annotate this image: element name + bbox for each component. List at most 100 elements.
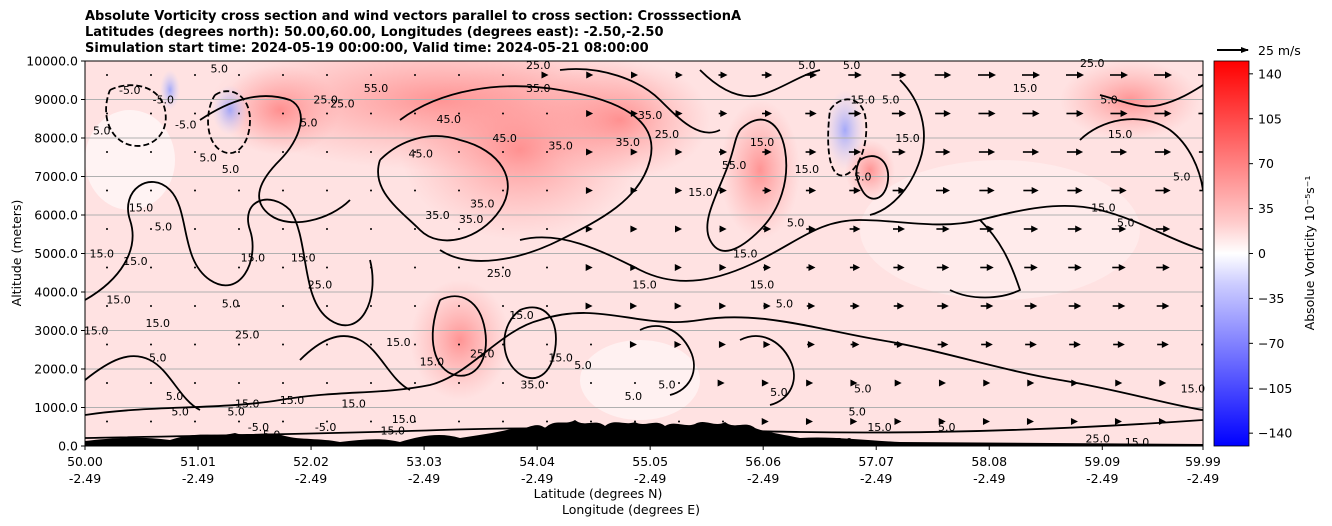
x-tick-label-longitude: -2.49 (634, 471, 666, 486)
wind-vector (414, 112, 416, 115)
wind-vector (935, 187, 951, 194)
y-tick-label: 2000.0 (34, 362, 78, 377)
x-tick-label-longitude: -2.49 (1187, 471, 1219, 486)
contour-label: 5.0 (149, 351, 167, 364)
wind-vector (194, 74, 196, 76)
wind-vector (719, 302, 727, 310)
contour-label: 15.0 (145, 317, 170, 330)
contour-label: 15.0 (381, 425, 406, 438)
wind-vector (630, 187, 638, 194)
contour-label: 15.0 (632, 278, 657, 291)
wind-vector (326, 382, 328, 384)
wind-vector (590, 420, 592, 423)
contour-label: 15.0 (1013, 82, 1038, 95)
wind-vector (370, 112, 372, 115)
contour-label: 5.0 (222, 298, 240, 311)
contour-label: 15.0 (688, 186, 713, 199)
wind-vector (106, 266, 108, 269)
contour-label: 5.0 (854, 171, 872, 184)
contour-label: 25.0 (1086, 432, 1111, 445)
wind-vector (370, 74, 372, 76)
wind-vector (326, 151, 328, 153)
wind-vector (106, 112, 108, 115)
wind-vector (1199, 228, 1203, 230)
wind-vector (458, 343, 460, 346)
contour-label: 5.0 (625, 390, 643, 403)
wind-vector (848, 148, 862, 156)
wind-vector (326, 74, 328, 76)
wind-vector (1066, 110, 1084, 117)
wind-vector (631, 71, 638, 79)
wind-vector (1115, 379, 1123, 387)
wind-vector (719, 187, 727, 194)
wind-vector (370, 189, 372, 192)
contour-label: 15.0 (1181, 382, 1206, 395)
wind-vector (1114, 418, 1122, 425)
wind-vector (590, 343, 592, 346)
contour-label: -5.0 (119, 84, 140, 97)
wind-vector (1198, 112, 1203, 115)
wind-vector (805, 187, 817, 194)
wind-vector (238, 112, 240, 115)
y-tick-label: 4000.0 (34, 285, 78, 300)
contour-label: 15.0 (851, 94, 876, 107)
wind-vector (458, 305, 460, 307)
contour-label: 5.0 (93, 124, 111, 137)
wind-vector (936, 225, 950, 233)
wind-vector (850, 341, 860, 348)
wind-vector (414, 343, 416, 346)
wind-vector (678, 382, 680, 384)
wind-vector (458, 151, 460, 153)
wind-vector (630, 302, 638, 310)
wind-vector (1202, 418, 1203, 425)
wind-vector (238, 343, 240, 346)
contour-label: 5.0 (155, 221, 173, 234)
contour-label: 25.0 (330, 97, 355, 110)
wind-vector (630, 148, 638, 156)
wind-vector (981, 341, 993, 348)
wind-vector (678, 420, 680, 423)
wind-vector (936, 264, 950, 271)
wind-vector (805, 418, 813, 425)
wind-vector (458, 420, 460, 423)
contour-label: 35.0 (520, 378, 545, 391)
wind-vector (546, 305, 548, 307)
contour-label: 5.0 (843, 59, 861, 72)
wind-vector (458, 112, 460, 115)
wind-vector (718, 71, 728, 79)
wind-vector (282, 189, 284, 192)
contour-label: 5.0 (166, 390, 184, 403)
wind-vector (370, 151, 372, 153)
wind-vector (502, 266, 504, 269)
vorticity-field-shading (85, 61, 1200, 420)
contour-label: 5.0 (1100, 94, 1118, 107)
contour-label: -5.0 (248, 421, 269, 434)
wind-vector (1024, 264, 1038, 271)
contour-label: 15.0 (392, 413, 417, 426)
wind-vector (806, 379, 814, 387)
wind-vector (282, 151, 284, 153)
wind-vector (1156, 302, 1170, 310)
x-tick-label-latitude: 59.99 (1185, 454, 1221, 469)
contour-label: 5.0 (658, 378, 676, 391)
wind-vector (718, 148, 728, 156)
wind-vector (586, 148, 594, 156)
colorbar-tick-label: −70 (1258, 336, 1284, 351)
contour-label: 15.0 (90, 248, 115, 261)
wind-vector (585, 302, 593, 310)
contour-label: 5.0 (300, 117, 318, 130)
wind-vector (106, 228, 108, 230)
contour-label: 5.0 (171, 405, 189, 418)
wind-vector (1158, 418, 1166, 425)
wind-vector (238, 74, 240, 76)
y-tick-label: 0.0 (58, 439, 78, 454)
wind-vector (630, 225, 638, 233)
wind-vector (1111, 187, 1127, 194)
wind-vector (894, 341, 904, 348)
contour-label: 25.0 (308, 278, 333, 291)
chart-title-line-2: Latitudes (degrees north): 50.00,60.00, … (85, 25, 664, 40)
wind-vector (849, 187, 861, 194)
wind-vector (150, 420, 152, 423)
x-tick-label-latitude: 58.08 (971, 454, 1007, 469)
wind-vector (546, 343, 548, 346)
